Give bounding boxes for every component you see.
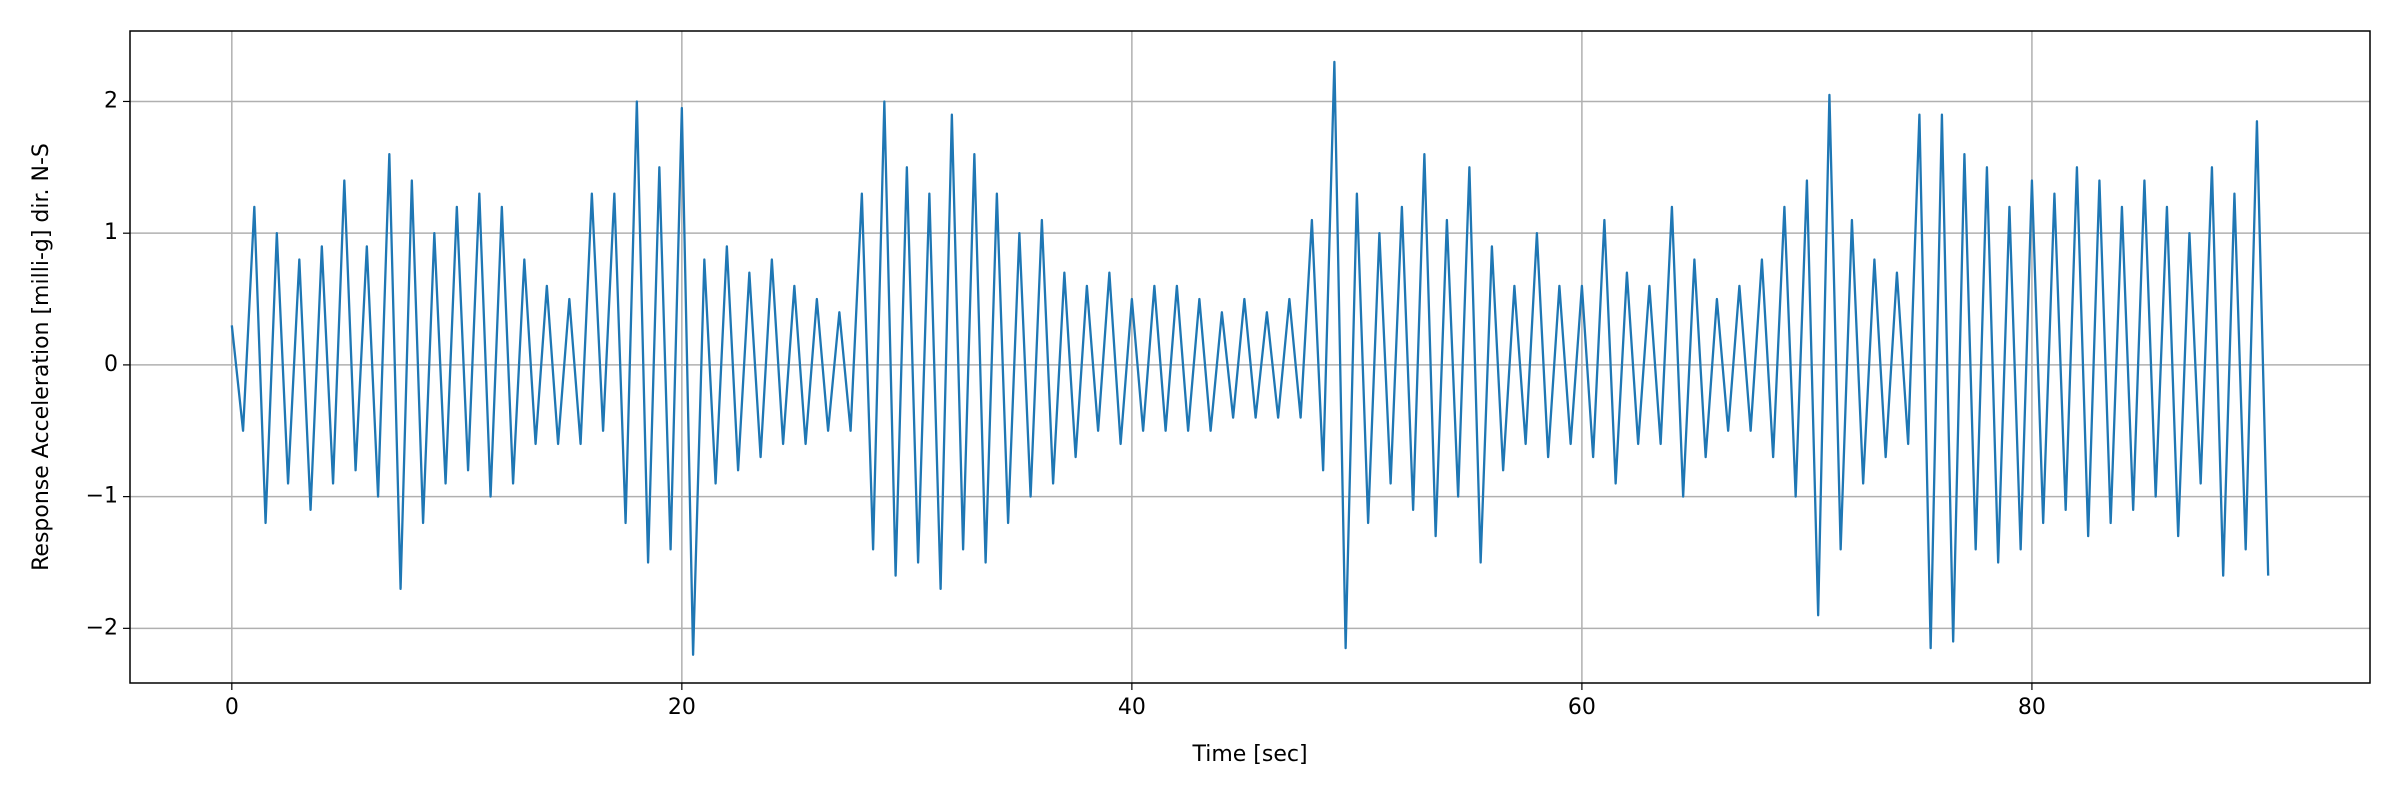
x-tick-label: 0: [225, 695, 239, 720]
y-axis-label: Response Acceleration [milli-g] dir. N-S: [29, 143, 54, 571]
plot-frame: [129, 30, 2371, 684]
x-tick-label: 20: [668, 695, 696, 720]
x-tick-label: 40: [1118, 695, 1146, 720]
y-tick-label: 1: [104, 220, 118, 245]
x-tick-label: 60: [1568, 695, 1596, 720]
x-tick-label: 80: [2018, 695, 2046, 720]
y-tick-label: −1: [86, 484, 118, 509]
y-tick-label: −2: [86, 615, 118, 640]
data-line: [230, 60, 2270, 656]
y-tick-label: 0: [104, 352, 118, 377]
y-tick-label: 2: [104, 88, 118, 113]
x-axis-label: Time [sec]: [1191, 742, 1307, 767]
